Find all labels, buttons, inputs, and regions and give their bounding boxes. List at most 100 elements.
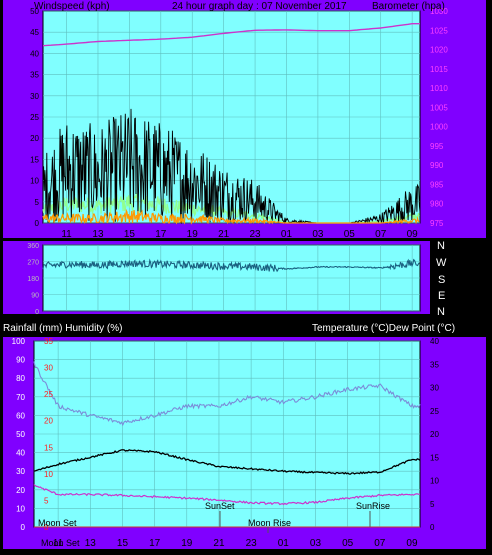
temp-humidity-grid bbox=[34, 340, 420, 528]
barometer-axis-title: Barometer (hpa) bbox=[372, 1, 445, 12]
wind-y-tick-0: 0 bbox=[35, 219, 40, 228]
wind-y-tick-50: 50 bbox=[30, 7, 39, 16]
wind-y-tick-10: 10 bbox=[30, 177, 39, 186]
humidity-y-tick-20: 20 bbox=[16, 486, 25, 495]
direction-series bbox=[42, 258, 420, 273]
temp-dewpoint-axis-title: Temperature (°C)Dew Point (°C) bbox=[312, 323, 455, 334]
humidity-y-tick-40: 40 bbox=[16, 449, 25, 458]
baro-y-tick-975: 975 bbox=[430, 219, 444, 228]
wind-light-line bbox=[42, 208, 420, 225]
x-tick-label-19: 19 bbox=[187, 229, 199, 240]
baro-y-tick-985: 985 bbox=[430, 180, 444, 189]
x-tick-label-11: 11 bbox=[53, 538, 64, 549]
humidity-y-tick-60: 60 bbox=[16, 411, 25, 420]
humidity-y-tick-100: 100 bbox=[12, 337, 26, 346]
dir-y-tick-0: 0 bbox=[35, 309, 39, 316]
rain-y-tick-0: 0 bbox=[44, 523, 49, 532]
sunrise-label: SunRise bbox=[356, 501, 390, 511]
humidity-y-tick-90: 90 bbox=[16, 356, 25, 365]
barometer-line bbox=[42, 23, 420, 47]
x-tick-label-17: 17 bbox=[149, 538, 161, 549]
x-tick-label-15: 15 bbox=[124, 229, 136, 240]
wind-y-tick-5: 5 bbox=[35, 198, 40, 207]
graph-title: 24 hour graph day : 07 November 2017 bbox=[172, 1, 347, 12]
humidity-y-tick-50: 50 bbox=[16, 430, 25, 439]
direction-label-n-bottom: N bbox=[437, 306, 445, 318]
dir-y-tick-180: 180 bbox=[27, 276, 39, 283]
x-tick-label-11: 11 bbox=[61, 229, 72, 240]
temperature-line bbox=[33, 449, 421, 475]
baro-y-tick-1000: 1000 bbox=[430, 123, 448, 132]
x-tick-label-05: 05 bbox=[344, 229, 356, 240]
baro-y-tick-1030: 1030 bbox=[430, 7, 448, 16]
wind-y-tick-40: 40 bbox=[30, 49, 39, 58]
direction-label-e: E bbox=[438, 290, 445, 302]
direction-label-s: S bbox=[438, 274, 445, 286]
direction-tick-labels: 0 90 180 270 360 bbox=[27, 243, 39, 316]
baro-y-tick-990: 990 bbox=[430, 161, 444, 170]
rain-y-tick-15: 15 bbox=[44, 443, 53, 452]
humidity-line bbox=[33, 361, 421, 427]
wind-direction-line bbox=[42, 258, 420, 273]
moonset-label-bottom: Moon Set bbox=[41, 538, 80, 548]
temp-y-tick-30: 30 bbox=[430, 384, 439, 393]
humidity-y-tick-30: 30 bbox=[16, 467, 25, 476]
temp-humidity-tick-labels: 0102030405060708090100051015202530350510… bbox=[12, 337, 440, 549]
x-tick-label-07: 07 bbox=[374, 538, 386, 549]
temp-y-tick-0: 0 bbox=[430, 523, 435, 532]
rain-y-tick-10: 10 bbox=[44, 470, 53, 479]
rain-y-tick-35: 35 bbox=[44, 337, 53, 346]
baro-y-tick-995: 995 bbox=[430, 142, 444, 151]
humidity-y-tick-70: 70 bbox=[16, 393, 25, 402]
direction-grid bbox=[43, 244, 420, 312]
moonset-label-top: Moon Set bbox=[38, 518, 77, 528]
x-tick-label-09: 09 bbox=[407, 229, 419, 240]
temp-y-tick-10: 10 bbox=[430, 477, 439, 486]
x-tick-label-21: 21 bbox=[213, 538, 225, 549]
rain-y-tick-25: 25 bbox=[44, 390, 53, 399]
x-tick-label-13: 13 bbox=[92, 229, 104, 240]
temp-humidity-series bbox=[33, 361, 421, 528]
wind-y-tick-25: 25 bbox=[30, 113, 39, 122]
dir-y-tick-360: 360 bbox=[27, 243, 39, 250]
x-tick-label-03: 03 bbox=[312, 229, 324, 240]
x-tick-label-09: 09 bbox=[406, 538, 418, 549]
wind-speed-line bbox=[42, 108, 421, 225]
x-tick-label-01: 01 bbox=[281, 229, 293, 240]
baro-y-tick-1005: 1005 bbox=[430, 103, 448, 112]
x-tick-label-23: 23 bbox=[246, 538, 258, 549]
x-tick-label-05: 05 bbox=[342, 538, 354, 549]
wind-y-tick-20: 20 bbox=[30, 134, 39, 143]
humidity-y-tick-80: 80 bbox=[16, 374, 25, 383]
wind-y-tick-30: 30 bbox=[30, 92, 39, 101]
wind-baro-tick-labels: 0510152025303540455097598098599099510001… bbox=[30, 7, 448, 240]
dir-y-tick-90: 90 bbox=[31, 293, 39, 300]
baro-y-tick-1010: 1010 bbox=[430, 84, 448, 93]
temp-y-tick-15: 15 bbox=[430, 453, 439, 462]
wind-y-tick-35: 35 bbox=[30, 71, 39, 80]
x-tick-label-01: 01 bbox=[278, 538, 290, 549]
moonrise-label: Moon Rise bbox=[248, 518, 291, 528]
humidity-y-tick-10: 10 bbox=[16, 504, 25, 513]
baro-y-tick-980: 980 bbox=[430, 200, 444, 209]
x-tick-label-23: 23 bbox=[250, 229, 262, 240]
temp-y-tick-25: 25 bbox=[430, 407, 439, 416]
direction-label-n-top: N bbox=[437, 240, 445, 252]
direction-label-w: W bbox=[436, 257, 447, 269]
temp-y-tick-5: 5 bbox=[430, 500, 435, 509]
temp-y-tick-20: 20 bbox=[430, 430, 439, 439]
rain-y-tick-30: 30 bbox=[44, 364, 53, 373]
dewpoint-line bbox=[33, 484, 421, 506]
x-tick-label-15: 15 bbox=[117, 538, 129, 549]
dir-y-tick-270: 270 bbox=[27, 260, 39, 267]
rain-y-tick-20: 20 bbox=[44, 417, 53, 426]
baro-y-tick-1020: 1020 bbox=[430, 46, 448, 55]
x-tick-label-07: 07 bbox=[375, 229, 387, 240]
x-tick-label-21: 21 bbox=[218, 229, 230, 240]
baro-y-tick-1025: 1025 bbox=[430, 26, 448, 35]
wind-y-tick-45: 45 bbox=[30, 28, 39, 37]
rain-y-tick-5: 5 bbox=[44, 496, 49, 505]
sunset-label: SunSet bbox=[205, 501, 235, 511]
temp-y-tick-40: 40 bbox=[430, 337, 439, 346]
